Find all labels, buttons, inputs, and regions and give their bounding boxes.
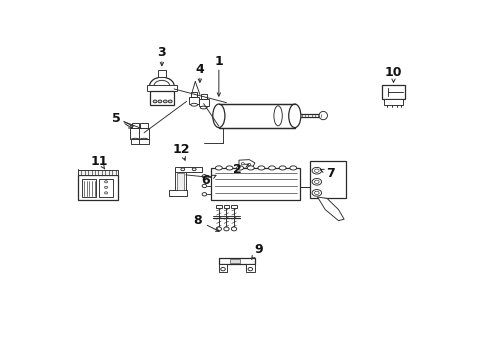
- Bar: [78, 170, 118, 175]
- Ellipse shape: [312, 167, 321, 174]
- Text: 6: 6: [201, 174, 210, 187]
- Bar: [131, 123, 139, 128]
- Text: 5: 5: [112, 112, 121, 125]
- Bar: [224, 205, 229, 208]
- Ellipse shape: [200, 106, 207, 109]
- Ellipse shape: [202, 175, 207, 178]
- Ellipse shape: [202, 184, 207, 188]
- Ellipse shape: [247, 166, 254, 170]
- Ellipse shape: [312, 179, 321, 185]
- Ellipse shape: [315, 180, 319, 184]
- Bar: [189, 97, 199, 104]
- Bar: [310, 161, 346, 198]
- Ellipse shape: [104, 192, 108, 194]
- Ellipse shape: [154, 80, 170, 92]
- Text: 12: 12: [172, 143, 190, 157]
- Ellipse shape: [163, 100, 167, 103]
- Bar: [175, 168, 186, 192]
- Text: 11: 11: [91, 154, 108, 167]
- Text: 10: 10: [385, 66, 402, 79]
- Ellipse shape: [319, 111, 327, 120]
- Bar: [246, 264, 254, 272]
- Text: 7: 7: [326, 167, 335, 180]
- Bar: [216, 205, 221, 208]
- Ellipse shape: [315, 169, 319, 172]
- Text: 9: 9: [254, 243, 263, 256]
- Bar: [170, 190, 187, 195]
- Bar: [175, 167, 202, 172]
- Ellipse shape: [131, 138, 139, 140]
- Polygon shape: [239, 159, 255, 168]
- Ellipse shape: [216, 227, 221, 231]
- Ellipse shape: [169, 100, 172, 103]
- Ellipse shape: [226, 166, 233, 170]
- Bar: [147, 85, 177, 91]
- Ellipse shape: [191, 103, 197, 106]
- Bar: [200, 94, 207, 99]
- Text: 8: 8: [194, 214, 202, 227]
- Text: 4: 4: [196, 63, 204, 76]
- Ellipse shape: [248, 267, 253, 271]
- Bar: [140, 123, 148, 128]
- Bar: [191, 92, 197, 97]
- Ellipse shape: [290, 166, 297, 170]
- Bar: [140, 139, 148, 144]
- Ellipse shape: [202, 193, 207, 196]
- Ellipse shape: [279, 166, 286, 170]
- Bar: [230, 259, 240, 263]
- Bar: [131, 139, 140, 144]
- Ellipse shape: [104, 181, 108, 183]
- Ellipse shape: [140, 138, 148, 140]
- Ellipse shape: [289, 104, 301, 127]
- Ellipse shape: [153, 100, 157, 103]
- Ellipse shape: [241, 163, 245, 165]
- Ellipse shape: [220, 267, 225, 271]
- Ellipse shape: [181, 168, 185, 171]
- Ellipse shape: [248, 163, 251, 166]
- Ellipse shape: [158, 100, 162, 103]
- Ellipse shape: [213, 104, 225, 127]
- Ellipse shape: [216, 166, 222, 170]
- Ellipse shape: [192, 168, 196, 171]
- Bar: [177, 174, 184, 190]
- Ellipse shape: [149, 77, 174, 95]
- Ellipse shape: [104, 186, 108, 188]
- Bar: [150, 91, 174, 105]
- Ellipse shape: [312, 190, 321, 196]
- Bar: [219, 264, 227, 272]
- Ellipse shape: [274, 106, 282, 126]
- Ellipse shape: [231, 227, 237, 231]
- Bar: [199, 99, 209, 107]
- Ellipse shape: [224, 227, 229, 231]
- Ellipse shape: [258, 166, 265, 170]
- Bar: [82, 179, 96, 197]
- Bar: [382, 85, 405, 99]
- Bar: [219, 104, 295, 127]
- Bar: [219, 258, 255, 264]
- Bar: [78, 175, 118, 200]
- Bar: [231, 205, 237, 208]
- Bar: [130, 128, 141, 139]
- Bar: [211, 168, 300, 200]
- Polygon shape: [318, 197, 344, 221]
- Ellipse shape: [269, 166, 275, 170]
- Bar: [99, 179, 113, 197]
- Bar: [158, 70, 166, 77]
- Text: 3: 3: [158, 46, 166, 59]
- Ellipse shape: [237, 166, 244, 170]
- Ellipse shape: [315, 191, 319, 194]
- Text: 1: 1: [215, 55, 223, 68]
- Text: 2: 2: [233, 163, 242, 176]
- Bar: [384, 99, 403, 105]
- Bar: [139, 128, 149, 139]
